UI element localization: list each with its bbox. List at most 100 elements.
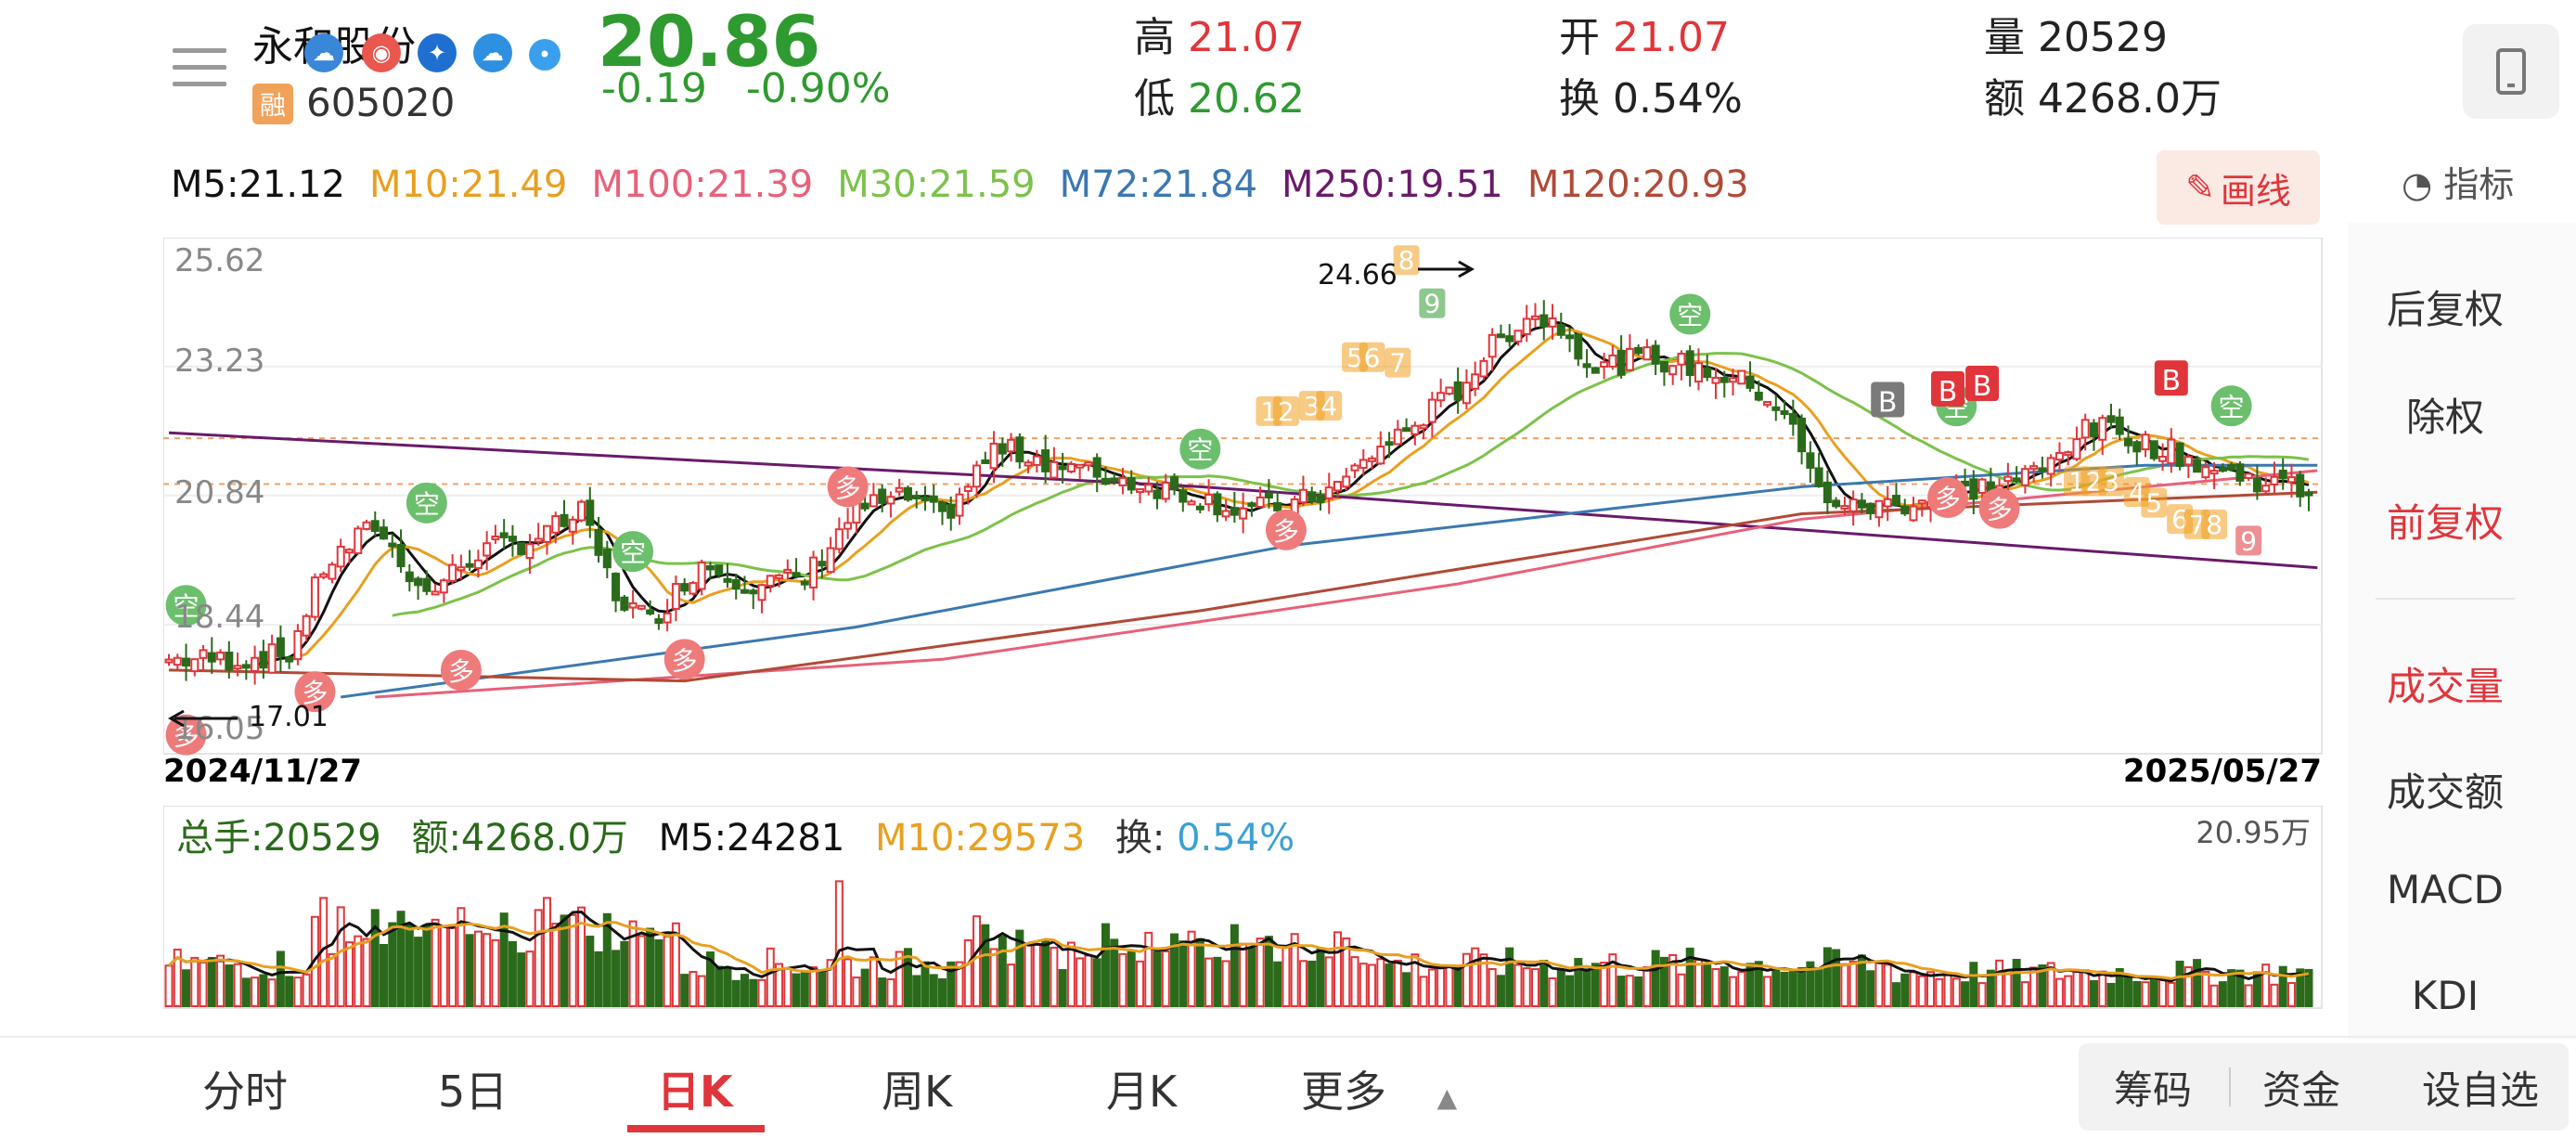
funds-button[interactable]: 资金 [2262,1067,2341,1113]
ex-rights-option[interactable]: 除权 [2405,394,2484,440]
candle-body [388,542,397,548]
volume-option[interactable]: 成交量 [2386,664,2504,709]
end-date: 2025/05/27 [2123,753,2322,790]
volume-bar [1522,967,1531,1007]
candle-body [1230,507,1239,516]
volume-bar [1298,960,1307,1008]
volume-bar [2072,971,2081,1007]
seq-label: 6 [2171,504,2188,535]
volume-bar [1961,981,1970,1007]
candle-body [473,559,483,570]
candle-body [439,579,448,594]
tab-more[interactable]: 更多 ▲ [1301,1058,1457,1119]
candle-body [560,513,569,527]
volume-bar [1685,947,1694,1007]
add-watchlist-button[interactable]: 设自选 [2392,1043,2569,1131]
candle-body [216,651,225,661]
chips-button[interactable]: 筹码 [2114,1067,2193,1113]
volume-bar [1711,967,1720,1007]
volume-bar [852,976,861,1008]
kdj-option[interactable]: KDJ [2411,973,2479,1010]
volume-bar [2149,976,2158,1007]
volume-bar [612,950,621,1008]
candle-body [903,486,912,501]
volume-bar [577,906,586,1007]
volume-bar [937,978,947,1008]
forward-adjust-option[interactable]: 前复权 [2386,500,2504,546]
min-arrow-head [167,709,185,728]
candle-body [2089,422,2098,437]
volume-chart[interactable]: 总手:20529 额:4268.0万 M5:24281 M10:29573 换:… [163,806,2325,1010]
volume-bar [886,977,895,1008]
candle-body [457,566,466,572]
seq-box [2097,466,2124,497]
candle-body [1522,317,1531,335]
candle-body [199,649,208,659]
volume-bar [448,926,457,1007]
back-adjust-option[interactable]: 后复权 [2386,287,2504,332]
volume-bar [1264,936,1273,1007]
candle-body [947,503,956,519]
candle-body [1763,401,1772,407]
candle-body [1608,354,1617,369]
volume-bar [1848,960,1858,1007]
sell-signal: 空 [414,489,440,520]
volume-bar [2020,981,2029,1007]
volume-bar [336,906,345,1007]
ma100-value: M100:21.39 [591,163,814,206]
cloud-icon[interactable]: ☁ [473,33,512,72]
robot-icon[interactable]: ◉ [362,33,401,72]
ma120-value: M120:20.93 [1526,163,1749,206]
low-label: 低 [1134,75,1175,123]
turnover-label: 换 [1559,75,1600,123]
candle-body [207,652,216,663]
seq-box [1385,347,1411,378]
candle-body [680,583,689,592]
candle-body [1505,335,1514,343]
candle-body [2012,477,2021,483]
weather-icon[interactable]: ☁ [304,33,343,72]
b-signal: B [1938,376,1958,408]
globe-icon[interactable]: • [529,39,560,71]
candle-body [2106,415,2116,423]
volume-bar [431,918,440,1007]
candle-body [663,612,672,624]
macd-option[interactable]: MACD [2387,867,2504,912]
volume-bar [1900,973,1910,1007]
tab-weekly-k[interactable]: 周K [882,1067,953,1117]
landscape-toggle-button[interactable] [2463,24,2559,119]
tab-daily-k[interactable]: 日K [657,1067,733,1117]
amount-option[interactable]: 成交额 [2386,769,2504,815]
tab-5day[interactable]: 5日 [438,1067,509,1117]
candle-body [1513,330,1523,343]
volume-bar [826,959,835,1008]
volume-bar [1531,968,1540,1008]
candle-body [612,573,621,601]
candle-body [637,604,646,610]
bulb-icon[interactable]: ✦ [418,33,457,72]
current-price: 20.86 [598,0,821,83]
margin-badge: 融 [252,84,293,124]
tab-monthly-k[interactable]: 月K [1106,1067,1178,1117]
volume-bar [344,941,354,1007]
open-label: 开 [1559,14,1600,61]
draw-line-button[interactable]: ✎ 画线 [2157,150,2320,225]
volume-bar [2046,962,2055,1007]
volume-bar [1891,982,1900,1008]
menu-icon[interactable] [173,43,226,93]
volume-max-label: 20.95万 [2196,815,2311,850]
ma72-value: M72:21.84 [1059,163,1258,206]
buy-signal-bubble [294,671,336,713]
buy-signal-bubble [1978,487,2020,529]
candle-body [1453,381,1462,401]
tab-intraday[interactable]: 分时 [202,1067,288,1117]
amount-value: 4268.0万 [2038,75,2222,123]
volume-bar [190,956,200,1007]
volume-bar [370,909,380,1007]
candle-body [586,499,595,526]
volume-bar [1832,949,1841,1007]
indicator-button[interactable]: ◔ 指标 [2402,156,2514,207]
volume-bar [947,961,956,1008]
stock-code: 605020 [306,80,456,125]
